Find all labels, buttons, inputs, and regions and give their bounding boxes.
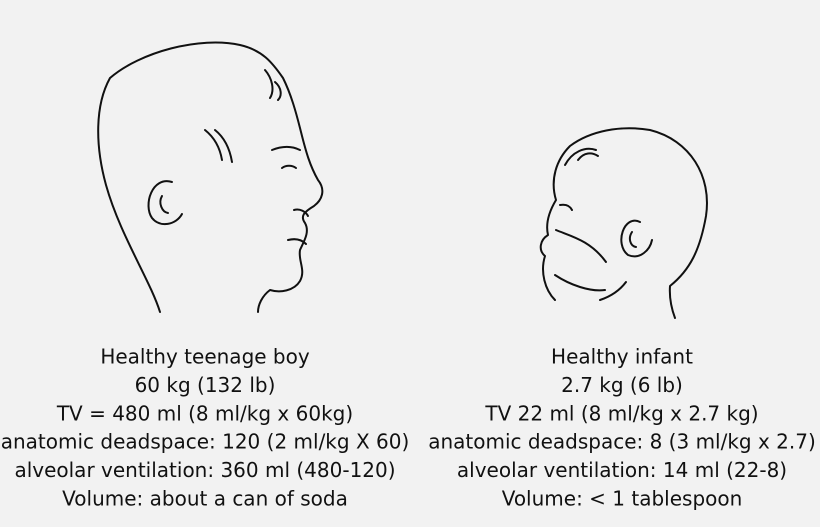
caption-line: 2.7 kg (6 lb)	[561, 373, 683, 397]
caption-line: TV 22 ml (8 ml/kg x 2.7 kg)	[484, 401, 758, 425]
caption-line: anatomic deadspace: 8 (3 ml/kg x 2.7)	[428, 430, 816, 454]
caption-line: alveolar ventilation: 360 ml (480-120)	[14, 458, 395, 482]
caption-line: Volume: about a can of soda	[62, 487, 348, 511]
caption-line: anatomic deadspace: 120 (2 ml/kg X 60)	[1, 430, 410, 454]
infant-hair	[564, 147, 599, 166]
teen-head-drawing	[97, 41, 324, 313]
caption-title: Healthy teenage boy	[100, 345, 310, 369]
infant-ear	[620, 219, 653, 258]
caption-line: Volume: < 1 tablespoon	[502, 487, 743, 511]
teen-ear	[147, 180, 183, 226]
teen-hair	[204, 69, 282, 163]
infant-head-drawing	[539, 127, 708, 319]
caption-line: TV = 480 ml (8 ml/kg x 60kg)	[56, 401, 353, 425]
teen-face	[271, 146, 309, 245]
labels: Healthy teenage boy 60 kg (132 lb) TV = 48…	[1, 345, 816, 511]
caption-line: alveolar ventilation: 14 ml (22-8)	[457, 458, 787, 482]
caption-line: 60 kg (132 lb)	[135, 373, 276, 397]
infant-face	[554, 203, 627, 301]
caption-title: Healthy infant	[551, 345, 693, 369]
infant-head-outline	[539, 127, 708, 319]
teen-head-outline	[97, 41, 324, 313]
